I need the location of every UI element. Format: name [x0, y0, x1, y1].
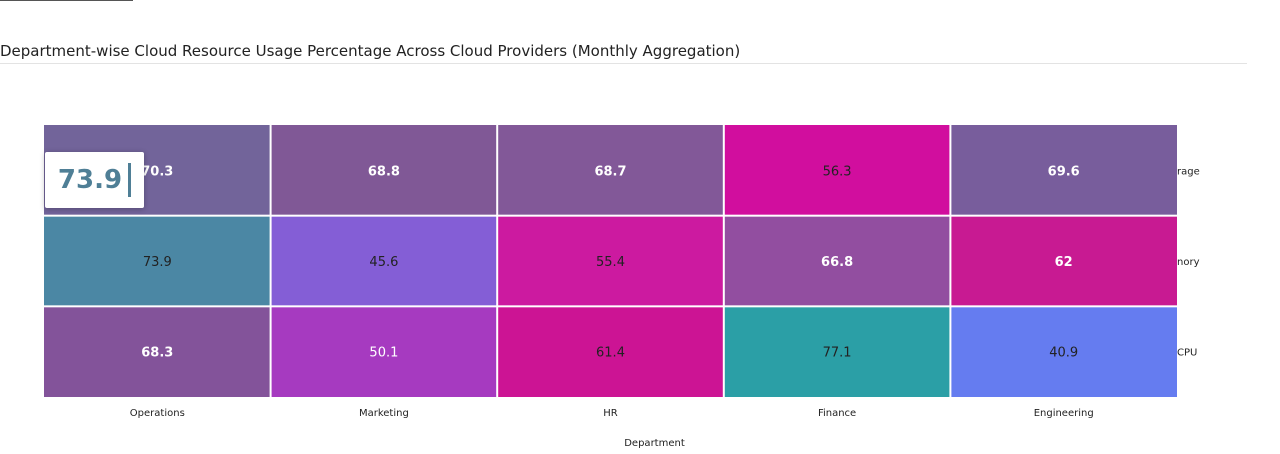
y-tick-label: nory	[1177, 257, 1200, 268]
cell-value-label: 70.3	[141, 164, 173, 179]
heatmap-cell	[724, 216, 950, 306]
cell-value-label: 45.6	[369, 255, 398, 270]
x-tick-label: Finance	[818, 408, 856, 419]
cell-value-label: 40.9	[1049, 346, 1078, 361]
y-tick-label: rage	[1177, 166, 1200, 177]
heatmap-cell	[44, 216, 270, 306]
cell-value-label: 77.1	[823, 346, 852, 361]
heatmap-cell	[724, 125, 950, 215]
heatmap-cell	[44, 307, 270, 397]
y-tick-label: CPU	[1177, 348, 1197, 359]
x-axis-title: Department	[624, 438, 685, 449]
x-tick-label: Engineering	[1034, 408, 1094, 419]
heatmap-cell	[271, 216, 497, 306]
cell-value-label: 68.7	[594, 164, 626, 179]
chart-title: Department-wise Cloud Resource Usage Per…	[0, 42, 741, 60]
cell-value-label: 62	[1055, 255, 1073, 270]
heatmap-cell	[271, 307, 497, 397]
heatmap-cell	[951, 307, 1177, 397]
heatmap-cell	[498, 216, 723, 306]
cell-value-label: 68.8	[368, 164, 400, 179]
value-tooltip: 73.9	[45, 152, 144, 208]
cell-value-label: 50.1	[369, 346, 398, 361]
cell-value-label: 55.4	[596, 255, 625, 270]
cell-value-label: 56.3	[823, 164, 852, 179]
heatmap-cell	[951, 216, 1177, 306]
x-tick-label: HR	[603, 408, 618, 419]
title-divider	[0, 63, 1247, 64]
cell-value-label: 66.8	[821, 255, 853, 270]
text-cursor-icon	[128, 163, 132, 197]
cell-value-label: 61.4	[596, 346, 625, 361]
cell-value-label: 73.9	[143, 255, 172, 270]
x-tick-label: Marketing	[359, 408, 409, 419]
x-tick-label: Operations	[130, 408, 185, 419]
heatmap-cell	[951, 125, 1177, 215]
top-tab-indicator	[0, 0, 133, 1]
heatmap-cell	[271, 125, 497, 215]
heatmap-cell	[498, 125, 723, 215]
cell-value-label: 68.3	[141, 346, 173, 361]
heatmap-cell	[724, 307, 950, 397]
heatmap-cell	[498, 307, 723, 397]
cell-value-label: 69.6	[1048, 164, 1080, 179]
tooltip-value: 73.9	[57, 165, 123, 195]
